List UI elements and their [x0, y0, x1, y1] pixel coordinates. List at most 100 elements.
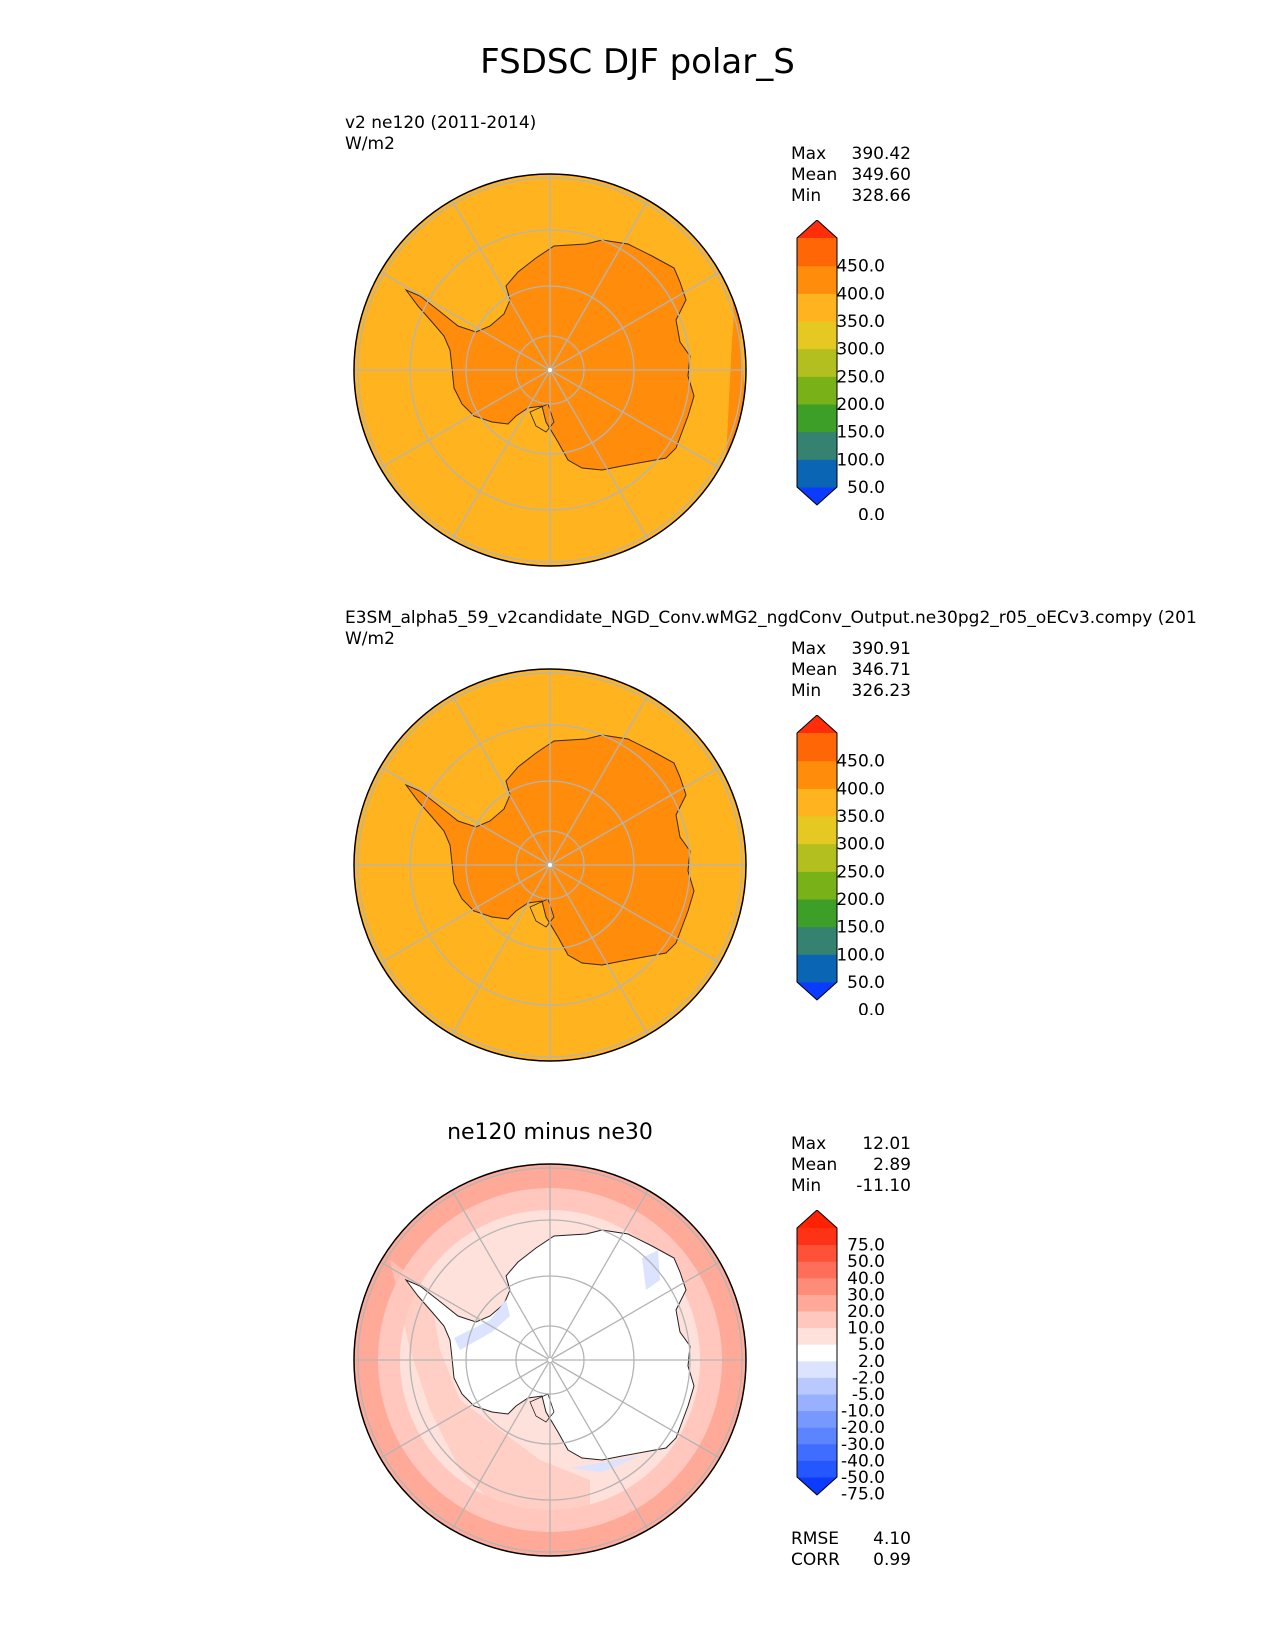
colorbar-tick-label: 100.0	[836, 450, 885, 470]
colorbar-extend-max	[797, 220, 837, 238]
colorbar-frame	[796, 1210, 838, 1496]
meridian-line	[549, 199, 649, 371]
colorbar-segment	[797, 816, 837, 845]
meridian-line	[549, 369, 721, 469]
stat-max: Max 390.42	[791, 144, 911, 164]
meridian-line	[549, 766, 721, 866]
colorbar-tick-label: 0.0	[858, 1001, 885, 1015]
meridian-line	[451, 199, 551, 371]
colorbar-segment	[797, 404, 837, 433]
stat-min: Min -11.10	[791, 1176, 911, 1196]
colorbar-tick-label: 30.0	[847, 1285, 885, 1305]
panel-1-units: W/m2	[345, 134, 395, 154]
colorbar-segment	[797, 1443, 837, 1461]
colorbar-tick-label: 200.0	[836, 395, 885, 415]
map-boundary	[353, 1163, 747, 1557]
south-pole-marker	[548, 863, 552, 867]
stat-max: Max 390.91	[791, 639, 911, 659]
colorbar-tick-label: 200.0	[836, 890, 885, 910]
colorbar-extend-max	[797, 715, 837, 733]
diff-positive-patch	[390, 1260, 590, 1530]
diff-negative-patch	[454, 1300, 510, 1350]
colorbar-segment	[797, 1228, 837, 1246]
panel-2-units: W/m2	[345, 629, 395, 649]
meridian-line	[451, 864, 551, 1036]
colorbar-tick-label: -10.0	[841, 1402, 885, 1422]
colorbar-tick-label: 450.0	[836, 752, 885, 772]
colorbar-segment	[797, 1377, 837, 1395]
colorbar-segment	[797, 1311, 837, 1329]
panel-3-stats: Max 12.01 Mean 2.89 Min -11.10	[791, 1134, 911, 1197]
colorbar-segment	[797, 321, 837, 350]
meridian-line	[379, 864, 551, 964]
panel-1-stats: Max 390.42 Mean 349.60 Min 328.66	[791, 144, 911, 207]
colorbar-tick-label: 100.0	[836, 945, 885, 965]
meridian-line	[451, 1189, 551, 1361]
stat-mean: Mean 2.89	[791, 1155, 911, 1175]
colorbar-tick-label: 400.0	[836, 779, 885, 799]
panel-2-stats: Max 390.91 Mean 346.71 Min 326.23	[791, 639, 911, 702]
colorbar-extend-min	[797, 982, 837, 1000]
colorbar-extend-min	[797, 487, 837, 505]
stat-mean: Mean 349.60	[791, 165, 911, 185]
colorbar-tick-label: 150.0	[836, 918, 885, 938]
stat-mean: Mean 346.71	[791, 660, 911, 680]
colorbar-segment	[797, 431, 837, 460]
diff-negative-patch	[642, 1250, 660, 1290]
meridian-line	[549, 1359, 721, 1459]
meridian-line	[451, 369, 551, 541]
colorbar-segment	[797, 348, 837, 377]
colorbar-segment	[797, 1244, 837, 1262]
colorbar-tick-label: 2.0	[858, 1352, 885, 1372]
colorbar-tick-label: -40.0	[841, 1451, 885, 1471]
colorbar-segment	[797, 926, 837, 955]
colorbar-tick-label: 250.0	[836, 862, 885, 882]
meridian-line	[549, 1189, 649, 1361]
colorbar-tick-label: 400.0	[836, 284, 885, 304]
colorbar-tick-label: 0.0	[858, 506, 885, 520]
figure-title: FSDSC DJF polar_S	[480, 42, 795, 82]
meridian-line	[549, 1261, 721, 1361]
colorbar-tick-label: 50.0	[847, 1252, 885, 1272]
panel-3-colorbar: 75.050.040.030.020.010.05.02.0-2.0-5.0-1…	[796, 1210, 885, 1505]
stat-min: Min 328.66	[791, 186, 911, 206]
colorbar-segment	[797, 1394, 837, 1412]
colorbar-tick-label: -2.0	[852, 1368, 885, 1388]
colorbar-segment	[797, 788, 837, 817]
colorbar-tick-label: 150.0	[836, 423, 885, 443]
meridian-line	[549, 271, 721, 371]
colorbar-tick-label: 300.0	[836, 835, 885, 855]
panel-3-metrics: RMSE 4.10 CORR 0.99	[791, 1529, 911, 1571]
colorbar-tick-label: -75.0	[841, 1485, 885, 1505]
colorbar-tick-label: 20.0	[847, 1302, 885, 1322]
south-pole-marker	[548, 1358, 552, 1362]
meridian-line	[379, 1261, 551, 1361]
meridian-line	[549, 864, 721, 964]
colorbar-segment	[797, 1410, 837, 1428]
colorbar-frame	[796, 220, 838, 506]
colorbar-tick-label: 250.0	[836, 367, 885, 387]
colorbar-segment	[797, 1344, 837, 1362]
panel-1-colorbar: 450.0 400.0 350.0 300.0 250.0 200.0 150.0 100.0…	[796, 220, 885, 520]
colorbar-tick-label: 350.0	[836, 807, 885, 827]
colorbar-tick-label: 50.0	[847, 478, 885, 498]
colorbar-tick-label: -5.0	[852, 1385, 885, 1405]
meridian-line	[379, 271, 551, 371]
colorbar-tick-label: 40.0	[847, 1269, 885, 1289]
south-pole-marker	[548, 368, 552, 372]
panel-1-polar-map	[353, 173, 747, 567]
panel-2-polar-map	[353, 668, 747, 1062]
colorbar-segment	[797, 1360, 837, 1378]
colorbar-tick-label: -20.0	[841, 1418, 885, 1438]
colorbar-segment	[797, 238, 837, 267]
meridian-line	[549, 694, 649, 866]
colorbar-tick-label: 5.0	[858, 1335, 885, 1355]
metric-rmse: RMSE 4.10	[791, 1529, 911, 1549]
colorbar-segment	[797, 954, 837, 983]
colorbar-segment	[797, 1261, 837, 1279]
map-boundary	[353, 668, 747, 1062]
colorbar-tick-label: -50.0	[841, 1468, 885, 1488]
colorbar-segment	[797, 1277, 837, 1295]
map-boundary	[353, 173, 747, 567]
meridian-line	[379, 369, 551, 469]
